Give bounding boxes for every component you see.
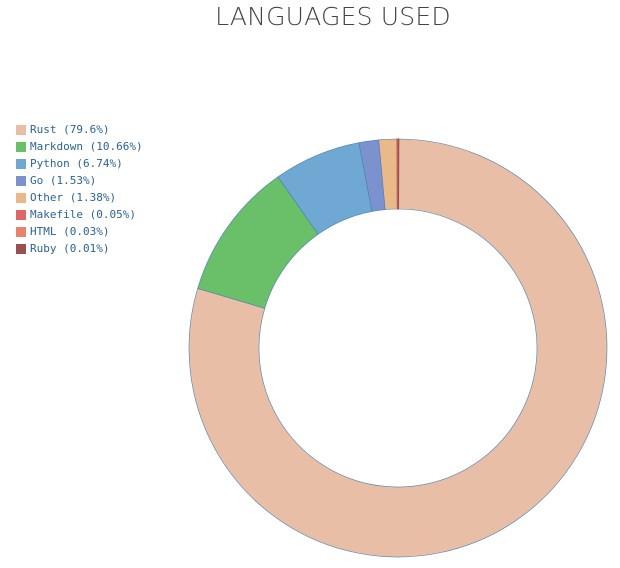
legend-label: Markdown (10.66%) bbox=[30, 140, 143, 153]
legend-swatch bbox=[16, 243, 26, 254]
legend-swatch bbox=[16, 175, 26, 186]
legend-label: Rust (79.6%) bbox=[30, 123, 110, 136]
legend-swatch bbox=[16, 226, 26, 237]
slice-rust[interactable] bbox=[188, 138, 608, 558]
legend-label: Other (1.38%) bbox=[30, 191, 117, 204]
legend-swatch bbox=[16, 124, 26, 135]
legend-label: HTML (0.03%) bbox=[30, 225, 110, 238]
legend-swatch bbox=[16, 192, 26, 203]
legend-item-markdown[interactable]: Markdown (10.66%) bbox=[16, 138, 143, 155]
slice-ruby[interactable] bbox=[397, 138, 400, 210]
legend-item-makefile[interactable]: Makefile (0.05%) bbox=[16, 206, 143, 223]
legend-item-python[interactable]: Python (6.74%) bbox=[16, 155, 143, 172]
legend-swatch bbox=[16, 141, 26, 152]
legend-item-other[interactable]: Other (1.38%) bbox=[16, 189, 143, 206]
legend-label: Makefile (0.05%) bbox=[30, 208, 136, 221]
legend-label: Go (1.53%) bbox=[30, 174, 97, 187]
legend-item-html[interactable]: HTML (0.03%) bbox=[16, 223, 143, 240]
chart-title: LANGUAGES USED bbox=[215, 2, 451, 31]
legend-item-rust[interactable]: Rust (79.6%) bbox=[16, 121, 143, 138]
legend-item-ruby[interactable]: Ruby (0.01%) bbox=[16, 240, 143, 257]
legend-label: Ruby (0.01%) bbox=[30, 242, 110, 255]
legend-item-go[interactable]: Go (1.53%) bbox=[16, 172, 143, 189]
legend-swatch bbox=[16, 209, 26, 220]
legend-swatch bbox=[16, 158, 26, 169]
legend: Rust (79.6%) Markdown (10.66%) Python (6.7… bbox=[16, 121, 143, 257]
legend-label: Python (6.74%) bbox=[30, 157, 123, 170]
